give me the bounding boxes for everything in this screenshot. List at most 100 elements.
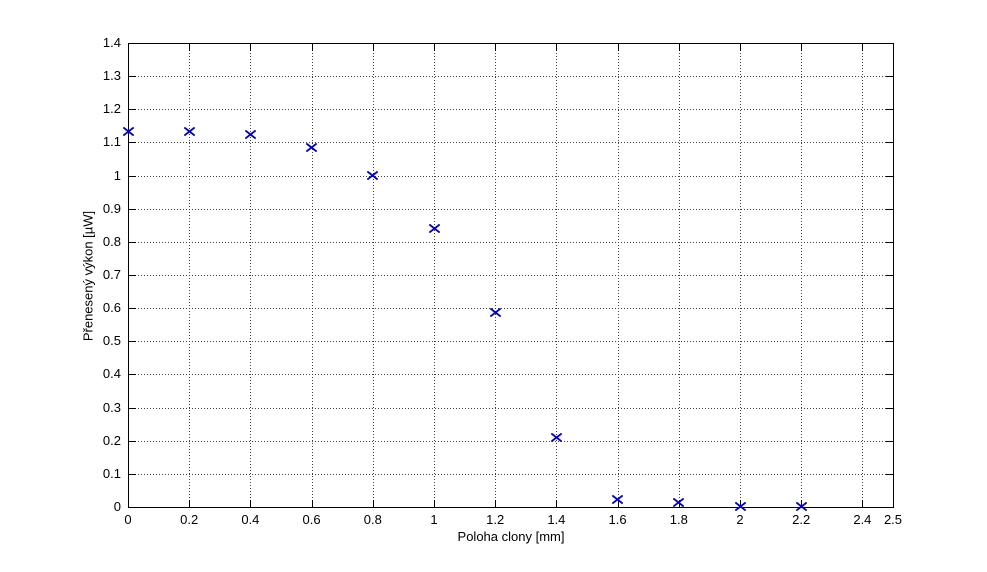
- gridline-horizontal: [129, 241, 892, 243]
- x-tick-mark-top: [801, 44, 803, 51]
- x-tick-mark-bottom: [893, 500, 894, 507]
- x-tick-label: 0: [124, 512, 132, 527]
- x-tick-mark-top: [250, 44, 252, 51]
- x-tick-label: 0.8: [363, 512, 382, 527]
- data-point-marker: [734, 498, 746, 512]
- gridline-horizontal: [129, 374, 892, 376]
- y-tick-label: 1.2: [102, 101, 121, 117]
- y-tick-mark-left: [129, 507, 136, 508]
- x-tick-mark-bottom: [250, 500, 252, 507]
- gridline-horizontal: [129, 109, 892, 111]
- y-tick-label: 0.8: [102, 233, 121, 249]
- y-tick-mark-left: [129, 374, 136, 376]
- x-tick-label: 1.8: [669, 512, 688, 527]
- x-tick-mark-top: [372, 44, 374, 51]
- x-tick-mark-bottom: [740, 500, 741, 507]
- x-tick-mark-bottom: [128, 500, 129, 507]
- y-tick-label: 1.3: [102, 68, 121, 84]
- x-tick-label: 1.2: [486, 512, 505, 527]
- x-tick-mark-bottom: [495, 500, 497, 507]
- x-tick-label: 2.2: [792, 512, 811, 527]
- y-tick-mark-left: [129, 175, 136, 177]
- y-tick-mark-left: [129, 76, 136, 78]
- x-tick-mark-top: [893, 44, 894, 51]
- y-tick-mark-right: [886, 308, 893, 310]
- y-tick-label: 0.5: [102, 333, 121, 349]
- data-point-marker: [550, 429, 563, 443]
- axis-spine-bottom: [128, 507, 894, 508]
- gridline-horizontal: [129, 175, 892, 177]
- gridline-horizontal: [129, 208, 892, 210]
- x-tick-label: 2: [736, 512, 744, 527]
- x-tick-mark-bottom: [372, 500, 374, 507]
- x-tick-mark-top: [740, 44, 741, 51]
- x-tick-label: 0.6: [302, 512, 321, 527]
- y-tick-mark-right: [886, 407, 893, 409]
- y-tick-mark-right: [886, 175, 893, 177]
- x-tick-mark-top: [189, 44, 191, 51]
- axis-spine-right: [893, 43, 894, 508]
- data-point-marker: [489, 304, 501, 318]
- y-tick-mark-right: [886, 241, 893, 243]
- y-tick-mark-left: [129, 407, 136, 409]
- y-tick-mark-right: [886, 208, 893, 210]
- y-tick-label: 1: [113, 167, 121, 183]
- y-tick-mark-right: [886, 275, 893, 276]
- y-tick-mark-right: [886, 374, 893, 376]
- x-tick-mark-top: [128, 44, 129, 51]
- data-point-marker: [305, 139, 318, 153]
- gridline-horizontal: [129, 473, 892, 475]
- data-point-marker: [183, 123, 195, 137]
- x-axis-title: Poloha clony [mm]: [457, 529, 565, 544]
- gridline-horizontal: [129, 308, 892, 310]
- axis-spine-left: [128, 43, 129, 508]
- y-tick-label: 0.6: [102, 300, 121, 316]
- y-tick-mark-left: [129, 440, 136, 442]
- y-tick-mark-left: [129, 241, 136, 243]
- y-tick-mark-right: [886, 341, 893, 343]
- data-point-marker: [122, 123, 134, 137]
- y-tick-label: 0.3: [102, 399, 121, 415]
- x-tick-mark-bottom: [801, 500, 803, 507]
- x-tick-label: 1.6: [608, 512, 627, 527]
- y-tick-label: 1.4: [102, 35, 121, 50]
- x-tick-mark-bottom: [434, 500, 435, 507]
- y-tick-label: 0.4: [102, 366, 121, 382]
- data-point-marker: [244, 126, 257, 140]
- y-tick-mark-right: [886, 43, 893, 44]
- x-tick-mark-top: [678, 44, 680, 51]
- x-tick-mark-top: [556, 44, 558, 51]
- x-tick-label: 1: [430, 512, 438, 527]
- x-tick-label: 0.4: [241, 512, 260, 527]
- x-tick-mark-bottom: [311, 500, 313, 507]
- y-tick-mark-right: [886, 507, 893, 508]
- x-tick-mark-bottom: [189, 500, 191, 507]
- x-tick-mark-top: [434, 44, 435, 51]
- y-tick-label: 1.1: [102, 134, 121, 150]
- x-tick-label: 2.4: [853, 512, 872, 527]
- x-tick-label: 1.4: [547, 512, 566, 527]
- y-tick-mark-left: [129, 43, 136, 44]
- data-point-marker: [611, 491, 624, 505]
- axis-spine-top: [128, 43, 894, 44]
- y-tick-mark-left: [129, 341, 136, 343]
- data-point-marker: [673, 494, 685, 507]
- y-tick-mark-right: [886, 76, 893, 78]
- gridline-horizontal: [129, 76, 892, 78]
- y-tick-label: 0.2: [102, 432, 121, 448]
- y-tick-mark-right: [886, 440, 893, 442]
- x-tick-mark-top: [311, 44, 313, 51]
- y-tick-mark-right: [886, 473, 893, 475]
- x-tick-mark-top: [862, 44, 864, 51]
- x-tick-label: 2.5: [883, 512, 903, 527]
- x-tick-mark-top: [495, 44, 497, 51]
- y-tick-mark-left: [129, 142, 136, 144]
- data-point-marker: [367, 167, 379, 181]
- x-tick-mark-top: [617, 44, 619, 51]
- y-tick-mark-left: [129, 473, 136, 475]
- data-point-marker: [795, 498, 807, 512]
- y-tick-label: 0.9: [102, 200, 121, 216]
- y-tick-mark-left: [129, 275, 136, 276]
- data-point-marker: [428, 220, 440, 234]
